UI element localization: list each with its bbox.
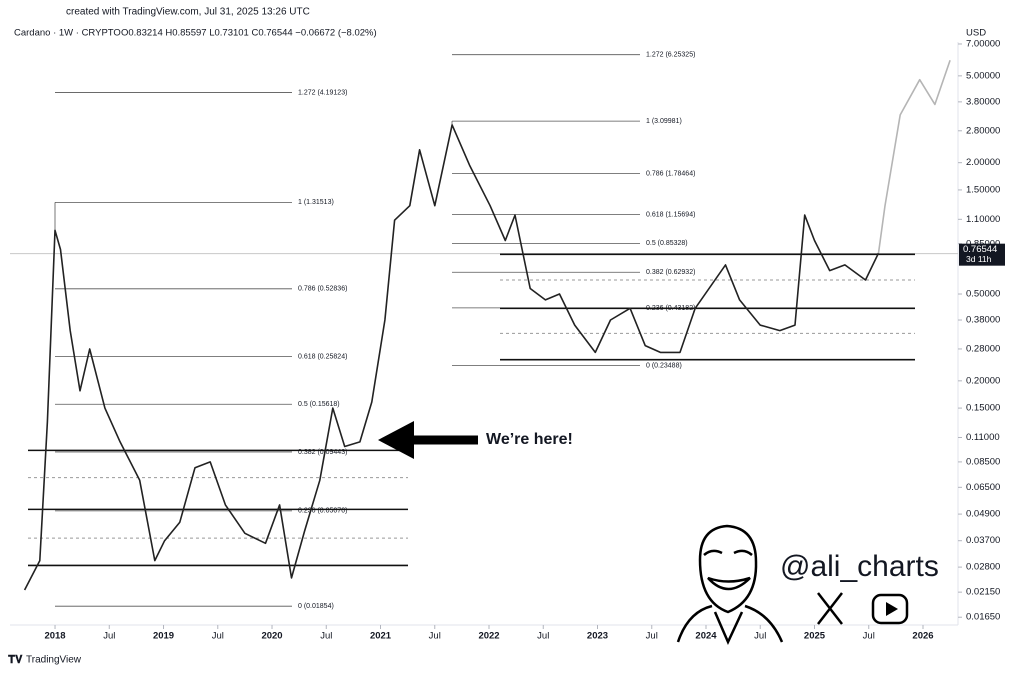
handle: @ali_charts: [780, 550, 939, 583]
brand-logo: 𝐓𝐕: [8, 654, 23, 666]
fib-label: 0.236 (0.05070): [298, 508, 347, 515]
y-tick-label: 0.20000: [966, 375, 1000, 386]
fib-label: 1 (1.31513): [298, 199, 334, 206]
x-tick-label: 2026: [912, 631, 933, 642]
annotation: We’re here!: [486, 431, 573, 448]
fib-label: 1 (3.09981): [646, 118, 682, 125]
price-tag-value: 0.76544: [963, 244, 997, 255]
y-tick-label: 1.10000: [966, 214, 1000, 225]
fib-label: 0.5 (0.85328): [646, 240, 688, 247]
avatar: [676, 524, 784, 646]
y-tick-label: 0.03700: [966, 535, 1000, 546]
y-tick-label: 2.00000: [966, 157, 1000, 168]
fib-label: 0 (0.23488): [646, 362, 682, 369]
x-tick-label: Jul: [537, 631, 549, 642]
x-tick-label: 2020: [261, 631, 282, 642]
x-tick-label: 2022: [478, 631, 499, 642]
x-tick-label: 2019: [153, 631, 174, 642]
price-line: [877, 59, 951, 254]
fib-label: 0.5 (0.15618): [298, 401, 340, 408]
y-tick-label: 0.02150: [966, 587, 1000, 598]
y-tick-label: 0.06500: [966, 482, 1000, 493]
svg-text:𝐓𝐕: 𝐓𝐕: [8, 654, 23, 666]
x-tick-label: 2018: [44, 631, 65, 642]
fib-label: 0.786 (1.78464): [646, 170, 695, 177]
brand: TradingView: [26, 655, 82, 666]
x-tick-label: Jul: [103, 631, 115, 642]
ohlc: O0.83214 H0.85597 L0.73101 C0.76544 −0.0…: [121, 28, 377, 39]
fib-label: 0.618 (0.25824): [298, 353, 347, 360]
price-tag: [959, 243, 1005, 266]
x-icon: [817, 592, 843, 625]
y-tick-label: 0.11000: [966, 432, 1000, 443]
y-tick-label: 0.01650: [966, 612, 1000, 623]
watermark: created with TradingView.com, Jul 31, 20…: [66, 7, 310, 18]
y-tick-label: 2.80000: [966, 125, 1000, 136]
x-tick-label: 2024: [695, 631, 717, 642]
fib-label: 1.272 (6.25325): [646, 52, 695, 59]
x-tick-label: 2021: [370, 631, 392, 642]
y-tick-label: 0.28000: [966, 343, 1000, 354]
y-tick-label: 0.08500: [966, 456, 1000, 467]
y-tick-label: 0.04900: [966, 509, 1000, 520]
y-tick-label: 7.00000: [966, 38, 1000, 49]
fib-label: 0.382 (0.62932): [646, 269, 695, 276]
price-line: [23, 124, 880, 591]
plot: 7.00000 5.00000 3.80000 2.80000 2.00000 1.500…: [10, 38, 1005, 642]
x-tick-label: Jul: [320, 631, 332, 642]
y-tick-label: 0.02800: [966, 562, 1000, 573]
fib-label: 0.618 (1.15694): [646, 211, 695, 218]
y-tick-label: 3.80000: [966, 96, 1000, 107]
y-tick-label: 5.00000: [966, 70, 1000, 81]
price-tag-countdown: 3d 11h: [966, 254, 992, 264]
x-tick-label: Jul: [429, 631, 441, 642]
fib-label: 0 (0.01854): [298, 603, 334, 610]
y-tick-label: 0.50000: [966, 289, 1000, 300]
arrow: [378, 421, 478, 459]
youtube-icon: [871, 593, 909, 625]
currency: USD: [966, 28, 986, 39]
fib-label: 0.786 (0.52836): [298, 286, 347, 293]
y-tick-label: 1.50000: [966, 184, 1000, 195]
x-tick-label: 2025: [804, 631, 826, 642]
fib-label: 1.272 (4.19123): [298, 89, 347, 96]
x-tick-label: Jul: [863, 631, 875, 642]
y-tick-label: 0.15000: [966, 403, 1000, 414]
x-tick-label: Jul: [646, 631, 658, 642]
y-tick-label: 0.38000: [966, 315, 1000, 326]
x-tick-label: Jul: [754, 631, 766, 642]
symbol: Cardano · 1W · CRYPTO: [14, 28, 121, 39]
fib-label: 0.382 (0.09443): [298, 449, 347, 456]
x-tick-label: Jul: [212, 631, 224, 642]
x-tick-label: 2023: [587, 631, 608, 642]
